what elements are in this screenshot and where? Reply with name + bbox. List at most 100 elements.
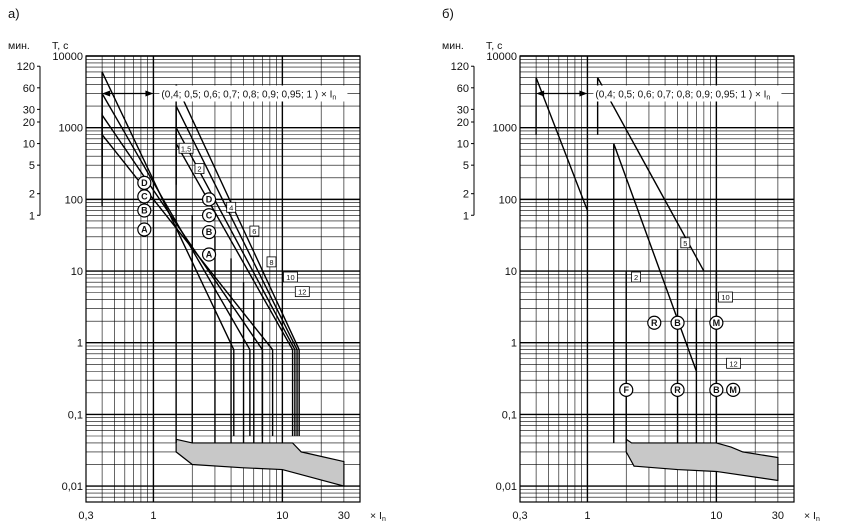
range-note-bg: [159, 85, 348, 102]
curve-marker-label: C: [206, 210, 213, 220]
curve-marker-label: M: [713, 318, 721, 328]
y-tick-label: 1000: [59, 123, 83, 135]
minutes-tick-label: 5: [29, 160, 35, 172]
x-tick-label: 1: [150, 510, 156, 522]
minutes-tick-label: 60: [457, 83, 469, 95]
x-tick-label: 0,3: [512, 510, 527, 522]
curve-marker-label: R: [674, 385, 681, 395]
x-tick-label: 30: [338, 510, 350, 522]
curve-marker-label: B: [141, 206, 148, 216]
plot-frame: [519, 55, 795, 503]
x-axis-label: × In: [804, 510, 820, 523]
curve-marker-label: B: [674, 318, 681, 328]
curve-marker: [670, 382, 685, 397]
multiple-box-label: 12: [729, 359, 737, 368]
y-tick-label: 1: [77, 338, 83, 350]
trip-curve: [101, 132, 274, 436]
multiple-box-label: 4: [229, 203, 233, 212]
curve-marker: [201, 247, 217, 262]
curve-marker-label: D: [141, 178, 148, 188]
multiple-box-label: 1,5: [181, 144, 191, 153]
panel-label: б): [442, 6, 454, 21]
multiple-box-label: 2: [634, 273, 638, 282]
range-arrowhead-right: [145, 90, 154, 97]
trip-curve: [101, 112, 264, 436]
curve-marker-label: A: [141, 225, 148, 235]
range-arrowhead-left: [102, 90, 111, 97]
curve-marker-label: C: [141, 192, 148, 202]
x-tick-label: 10: [710, 510, 722, 522]
grid: [85, 55, 361, 503]
y-tick-label: 0,01: [62, 481, 83, 493]
seconds-axis-label: Т, с: [486, 40, 502, 52]
curve-marker-label: B: [206, 227, 213, 237]
x-tick-label: 1: [584, 510, 590, 522]
curve-marker: [709, 315, 724, 330]
range-note: (0,4; 0,5; 0,6; 0,7; 0,8; 0,9; 0,95; 1 )…: [595, 89, 770, 101]
trip-curve: [596, 77, 705, 272]
y-tick-label: 10000: [486, 51, 517, 63]
minutes-tick-label: 30: [23, 104, 35, 116]
range-note-bg: [593, 85, 782, 102]
curve-marker: [726, 382, 741, 397]
y-tick-label: 1000: [493, 123, 517, 135]
multiple-box: [249, 225, 260, 237]
curve-marker-label: B: [713, 385, 720, 395]
y-tick-label: 10: [71, 266, 83, 278]
curve-marker-label: R: [651, 318, 658, 328]
chart-panel-b: (0,4; 0,5; 0,6; 0,7; 0,8; 0,9; 0,95; 1 )…: [442, 6, 820, 523]
plot-frame: [85, 55, 361, 503]
seconds-axis-label: Т, с: [52, 40, 68, 52]
minutes-tick-label: 5: [463, 160, 469, 172]
minutes-tick-label: 120: [451, 61, 469, 73]
range-arrowhead-right: [579, 90, 588, 97]
curve-marker: [201, 192, 217, 207]
curve-marker: [619, 382, 634, 397]
minutes-tick-label: 30: [457, 104, 469, 116]
curve-marker: [137, 203, 152, 218]
minutes-tick-label: 1: [29, 210, 35, 222]
curve-marker: [137, 222, 152, 237]
multiple-box: [226, 201, 237, 213]
curve-marker: [647, 315, 662, 330]
multiple-box-label: 10: [721, 293, 729, 302]
minutes-tick-label: 20: [23, 117, 35, 129]
y-tick-label: 1: [511, 338, 517, 350]
minutes-tick-label: 20: [457, 117, 469, 129]
minutes-tick-label: 2: [463, 189, 469, 201]
x-tick-label: 10: [276, 510, 288, 522]
x-tick-label: 30: [772, 510, 784, 522]
trip-curve: [175, 84, 300, 436]
y-tick-label: 0,1: [502, 409, 517, 421]
trip-curve: [613, 143, 698, 372]
curve-marker: [709, 382, 724, 397]
y-tick-label: 10: [505, 266, 517, 278]
multiple-box: [631, 271, 641, 283]
x-axis-label: × In: [370, 510, 386, 523]
minutes-tick-label: 2: [29, 189, 35, 201]
multiple-box: [266, 256, 277, 268]
trip-band: [625, 438, 779, 482]
multiple-box-label: 10: [286, 273, 294, 282]
chart-panel-a: (0,4; 0,5; 0,6; 0,7; 0,8; 0,9; 0,95; 1 )…: [8, 6, 386, 523]
multiple-box: [178, 142, 194, 154]
multiple-box: [718, 291, 733, 303]
curve-marker-label: D: [206, 195, 213, 205]
trip-band: [175, 438, 345, 487]
curve-marker: [201, 224, 217, 240]
grid: [519, 55, 795, 503]
multiple-box-label: 2: [197, 165, 201, 174]
minutes-axis-label: мин.: [8, 40, 30, 52]
y-tick-label: 0,1: [68, 409, 83, 421]
curve-marker: [670, 315, 685, 330]
multiple-box: [294, 286, 310, 298]
y-tick-label: 100: [499, 194, 517, 206]
y-tick-label: 10000: [52, 51, 83, 63]
y-tick-label: 100: [65, 194, 83, 206]
multiple-box-label: 6: [252, 227, 256, 236]
curve-marker: [201, 208, 217, 223]
minutes-axis-label: мин.: [442, 40, 464, 52]
multiple-box: [283, 271, 298, 283]
curve-marker: [137, 189, 152, 204]
